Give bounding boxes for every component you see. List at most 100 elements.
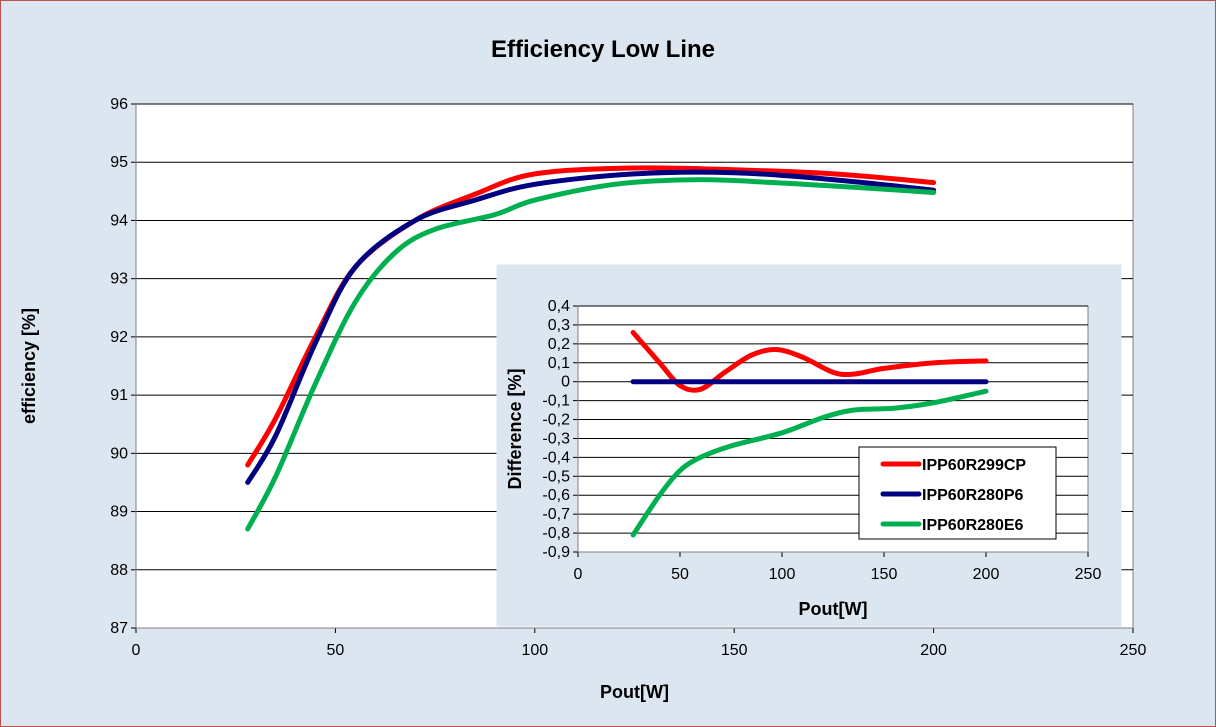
data-point-ipp60r280p6 (245, 480, 250, 485)
y-tick-label: -0,9 (542, 544, 570, 561)
data-point-ipp60r280p6 (984, 379, 989, 384)
data-point-ipp60r299cp (532, 171, 537, 176)
x-axis-label: Pout[W] (799, 599, 868, 619)
data-point-ipp60r299cp (831, 370, 836, 375)
y-tick-label: 96 (110, 96, 128, 113)
data-point-ipp60r280p6 (353, 265, 358, 270)
data-point-ipp60r280p6 (532, 182, 537, 187)
series-line-ipp60r280p6 (245, 169, 937, 485)
data-point-ipp60r299cp (933, 360, 938, 365)
y-tick-label: 88 (110, 562, 128, 579)
data-point-ipp60r280p6 (631, 379, 636, 384)
data-point-ipp60r299cp (800, 355, 805, 360)
data-point-ipp60r280e6 (532, 198, 537, 203)
x-tick-label: 50 (671, 566, 689, 583)
y-tick-label: -0,8 (542, 525, 570, 542)
data-point-ipp60r280e6 (698, 455, 703, 460)
x-axis-label: Pout[W] (600, 682, 669, 702)
data-point-ipp60r299cp (749, 353, 754, 358)
y-tick-label: -0,7 (542, 506, 570, 523)
data-point-ipp60r280p6 (413, 218, 418, 223)
series-line-ipp60r280e6 (245, 177, 937, 532)
y-axis-label: Difference [%] (505, 368, 525, 489)
data-point-ipp60r280e6 (892, 406, 897, 411)
y-tick-label: 92 (110, 329, 128, 346)
data-point-ipp60r280e6 (931, 190, 936, 195)
data-point-ipp60r280e6 (820, 415, 825, 420)
y-tick-label: -0,2 (542, 412, 570, 429)
data-point-ipp60r299cp (722, 370, 727, 375)
data-point-ipp60r299cp (472, 192, 477, 197)
y-tick-label: 95 (110, 154, 128, 171)
data-point-ipp60r280e6 (729, 444, 734, 449)
y-tick-label: 0 (561, 374, 570, 391)
y-tick-label: 90 (110, 445, 128, 462)
data-point-ipp60r280e6 (492, 212, 497, 217)
data-point-ipp60r280e6 (851, 185, 856, 190)
data-point-ipp60r299cp (931, 180, 936, 185)
y-tick-label: 0,4 (548, 298, 570, 315)
legend-label-ipp60r299cp: IPP60R299CP (922, 457, 1026, 474)
data-point-ipp60r280e6 (433, 227, 438, 232)
data-point-ipp60r299cp (882, 366, 887, 371)
x-tick-label: 200 (973, 566, 1000, 583)
legend-label-ipp60r280p6: IPP60R280P6 (922, 487, 1024, 504)
y-tick-label: -0,3 (542, 430, 570, 447)
series-line-ipp60r299cp (630, 330, 989, 393)
y-tick-label: 94 (110, 212, 128, 229)
data-point-ipp60r280e6 (245, 527, 250, 532)
data-point-ipp60r280p6 (780, 379, 785, 384)
x-tick-label: 0 (574, 566, 583, 583)
data-point-ipp60r280e6 (313, 381, 318, 386)
inset-legend: IPP60R299CP IPP60R280P6 IPP60R280E6 (858, 446, 1057, 540)
x-tick-label: 150 (871, 566, 898, 583)
x-tick-label: 250 (1075, 566, 1102, 583)
series-line-ipp60r280e6 (630, 388, 989, 538)
data-point-ipp60r299cp (631, 330, 636, 335)
data-point-ipp60r299cp (698, 387, 703, 392)
y-tick-label: 0,2 (548, 336, 570, 353)
chart-title: Efficiency Low Line (491, 36, 715, 63)
y-tick-label: 0,3 (548, 317, 570, 334)
data-point-ipp60r280p6 (472, 198, 477, 203)
y-axis-label: efficiency [%] (19, 308, 39, 424)
y-tick-label: 89 (110, 504, 128, 521)
data-point-ipp60r280e6 (933, 400, 938, 405)
y-tick-label: -0,1 (542, 393, 570, 410)
data-point-ipp60r299cp (851, 372, 856, 377)
data-point-ipp60r299cp (773, 347, 778, 352)
data-point-ipp60r299cp (657, 360, 662, 365)
x-tick-label: 150 (721, 642, 748, 659)
data-point-ipp60r299cp (632, 166, 637, 171)
data-point-ipp60r280e6 (273, 474, 278, 479)
legend-label-ipp60r280e6: IPP60R280E6 (922, 517, 1024, 534)
y-tick-label: 93 (110, 271, 128, 288)
data-point-ipp60r280e6 (851, 408, 856, 413)
x-tick-label: 50 (327, 642, 345, 659)
data-point-ipp60r299cp (273, 416, 278, 421)
data-point-ipp60r280p6 (732, 170, 737, 175)
data-point-ipp60r280e6 (612, 182, 617, 187)
data-point-ipp60r299cp (245, 462, 250, 467)
data-point-ipp60r280e6 (780, 430, 785, 435)
data-point-ipp60r280e6 (678, 468, 683, 473)
data-point-ipp60r280p6 (632, 171, 637, 176)
y-tick-label: 87 (110, 620, 128, 637)
inset-difference-chart: 0,4 0,3 0,2 0,1 0 -0,1 -0,2-0,3 -0,4 -0,5 -0,6 -0,… (496, 264, 1122, 627)
data-point-ipp60r299cp (984, 358, 989, 363)
data-point-ipp60r280e6 (631, 532, 636, 537)
y-tick-label: 91 (110, 387, 128, 404)
x-tick-label: 250 (1120, 642, 1147, 659)
y-tick-label: -0,4 (542, 449, 570, 466)
x-tick-label: 200 (920, 642, 947, 659)
x-tick-label: 100 (769, 566, 796, 583)
y-tick-label: -0,6 (542, 487, 570, 504)
y-tick-label: 0,1 (548, 355, 570, 372)
data-point-ipp60r280p6 (273, 433, 278, 438)
data-point-ipp60r280e6 (353, 299, 358, 304)
data-point-ipp60r280e6 (772, 180, 777, 185)
x-tick-label: 0 (132, 642, 141, 659)
data-point-ipp60r280e6 (692, 177, 697, 182)
